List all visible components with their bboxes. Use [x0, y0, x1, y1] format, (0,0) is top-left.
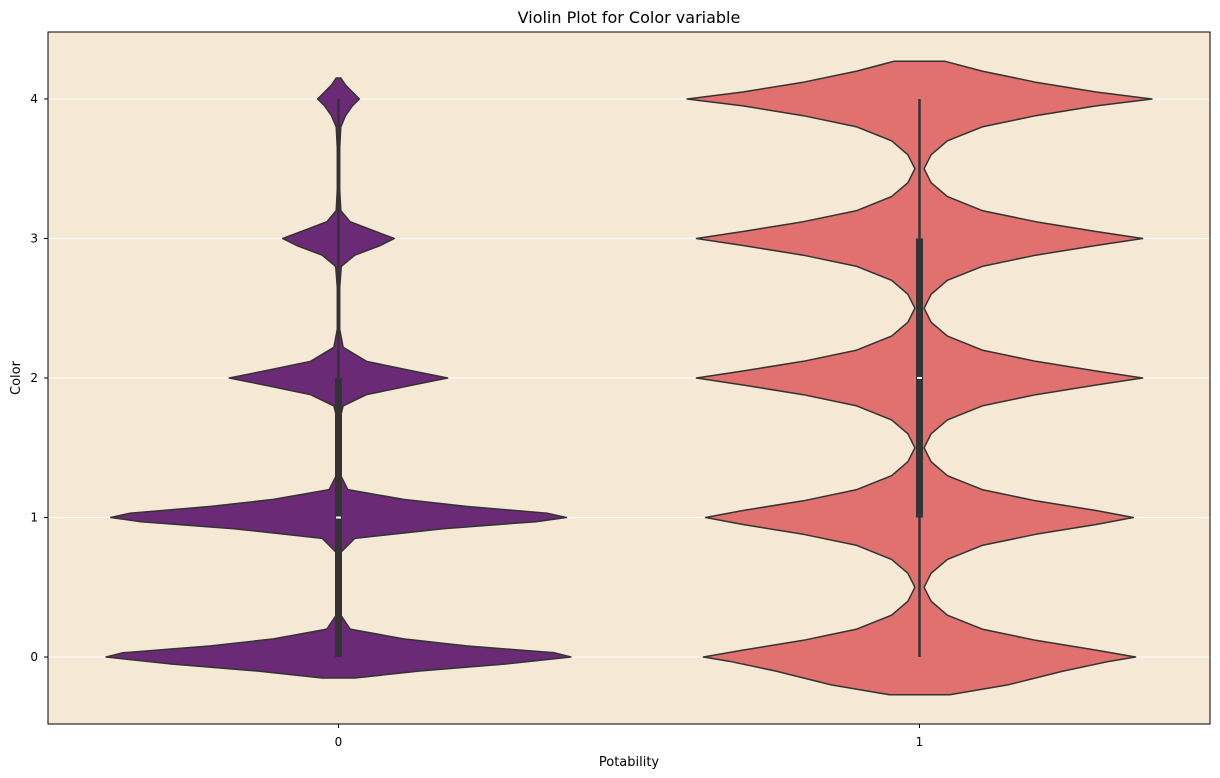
x-axis-label: Potability	[599, 755, 660, 770]
violins	[105, 60, 1153, 696]
y-tick-label: 4	[30, 92, 38, 106]
y-tick-label: 0	[30, 650, 38, 664]
y-tick-label: 3	[30, 231, 38, 245]
y-tick-label: 2	[30, 371, 38, 385]
axis-ticks: 0 1 2 3 4 0 1	[30, 92, 923, 749]
y-axis-label: Color	[9, 360, 24, 395]
x-tick-label: 1	[916, 735, 924, 749]
x-tick-label: 0	[335, 735, 343, 749]
y-tick-label: 1	[30, 511, 38, 525]
chart-title: Violin Plot for Color variable	[518, 8, 741, 27]
